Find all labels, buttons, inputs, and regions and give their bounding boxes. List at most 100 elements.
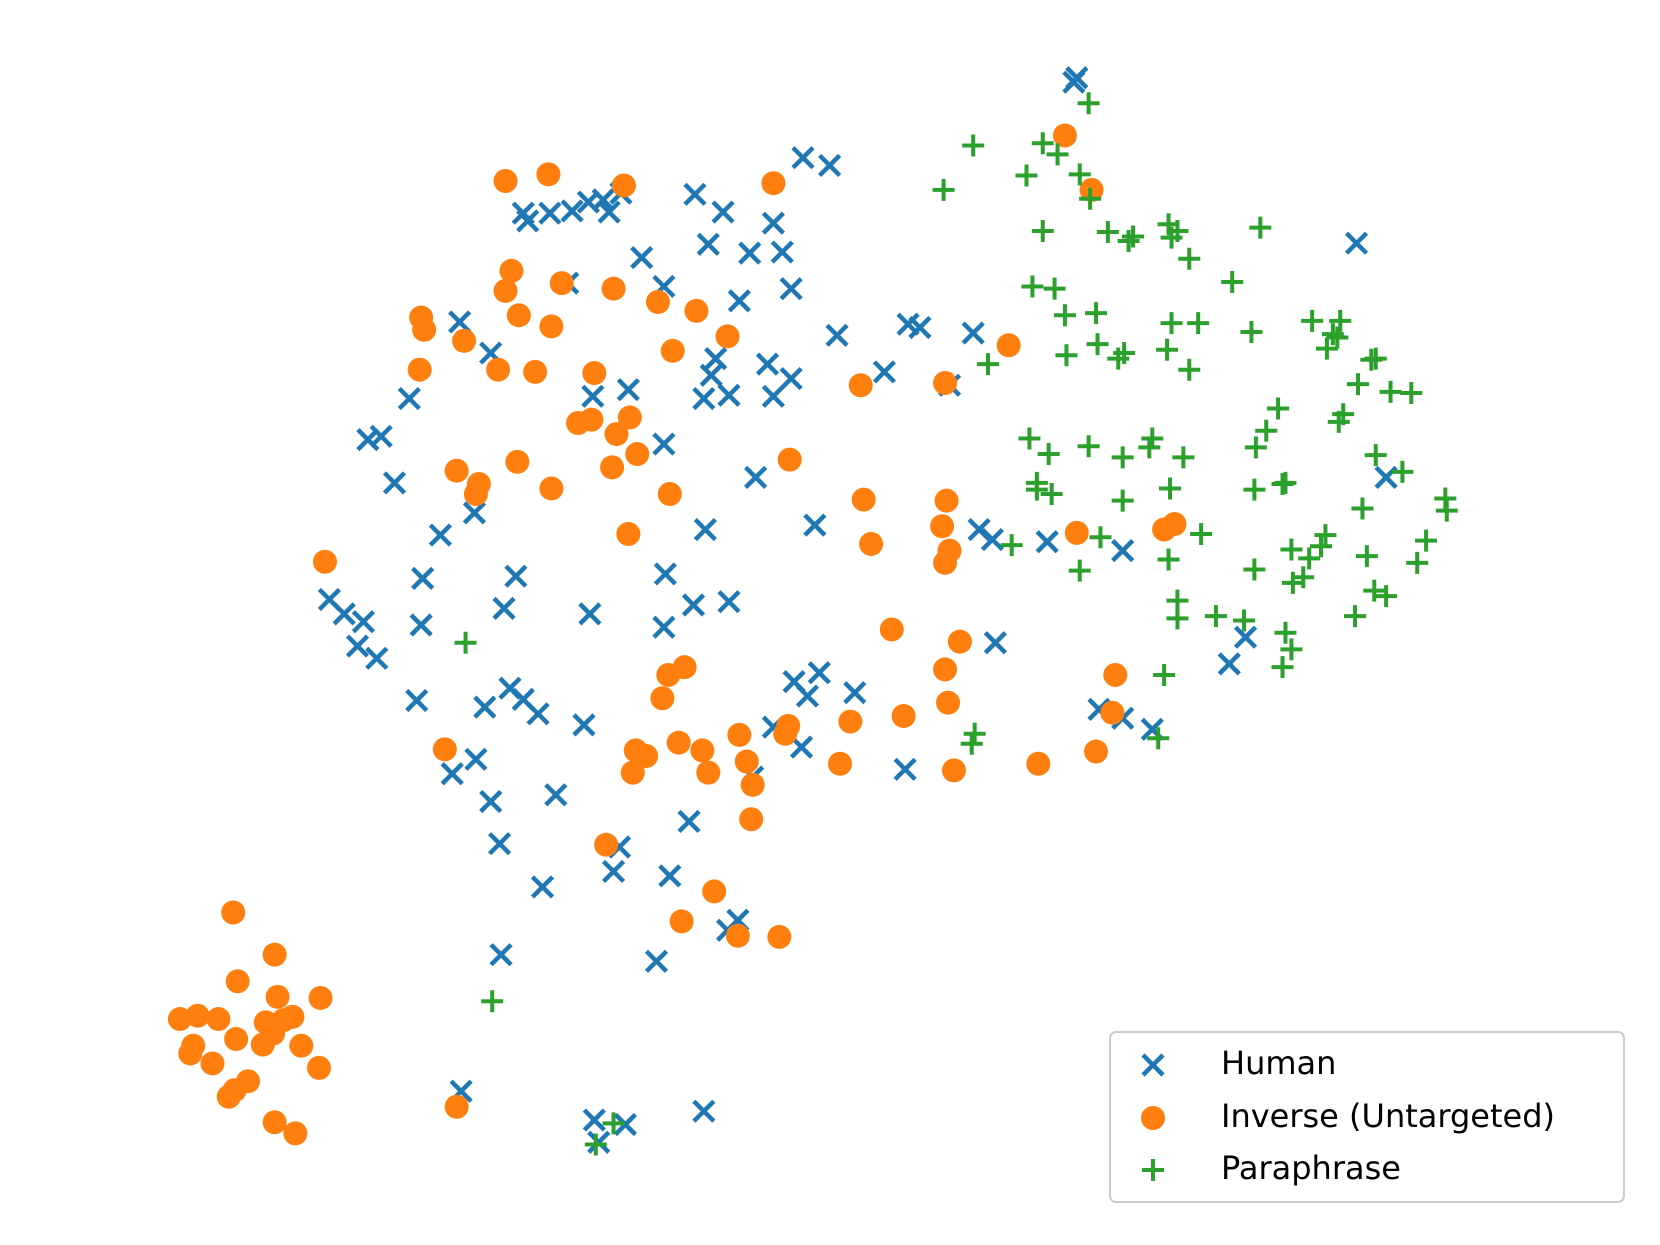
- data-point-paraphrase: [1379, 380, 1402, 403]
- data-point-paraphrase: [1274, 471, 1297, 494]
- data-point-paraphrase: [1240, 320, 1263, 343]
- data-point-inverse-untargeted: [505, 449, 530, 474]
- data-point-inverse-untargeted: [221, 900, 246, 925]
- data-point-inverse-untargeted: [523, 359, 548, 384]
- data-point-human: [681, 593, 706, 617]
- data-point-inverse-untargeted: [773, 721, 798, 746]
- data-point-inverse-untargeted: [666, 730, 691, 755]
- data-point-human: [644, 949, 669, 973]
- data-point-paraphrase: [1053, 304, 1076, 327]
- data-point-inverse-untargeted: [1064, 520, 1089, 545]
- data-point-inverse-untargeted: [444, 1094, 469, 1119]
- data-point-inverse-untargeted: [696, 760, 721, 785]
- data-point-inverse-untargeted: [672, 655, 697, 680]
- data-point-inverse-untargeted: [650, 686, 675, 711]
- data-point-inverse-untargeted: [684, 298, 709, 323]
- data-point-paraphrase: [1351, 497, 1374, 520]
- data-point-paraphrase: [454, 631, 477, 654]
- data-point-inverse-untargeted: [601, 276, 626, 301]
- data-point-inverse-untargeted: [594, 832, 619, 857]
- data-point-human: [597, 200, 621, 224]
- data-point-human: [616, 378, 640, 402]
- data-point-paraphrase: [1156, 338, 1179, 361]
- data-point-human: [807, 661, 831, 685]
- legend-marker-inverse-untargeted-glyph: [1141, 1106, 1165, 1130]
- data-point-human: [530, 875, 555, 899]
- data-point-paraphrase: [1077, 435, 1100, 458]
- legend-label-inverse-untargeted: Inverse (Untargeted): [1221, 1097, 1555, 1135]
- data-point-paraphrase: [1068, 163, 1091, 186]
- data-point-paraphrase: [1243, 558, 1266, 581]
- data-point-paraphrase: [1147, 727, 1170, 750]
- data-point-inverse-untargeted: [891, 704, 916, 729]
- data-point-inverse-untargeted: [933, 371, 958, 396]
- data-point-inverse-untargeted: [506, 303, 531, 328]
- data-point-inverse-untargeted: [690, 738, 715, 763]
- legend-marker-paraphrase-glyph: [1142, 1159, 1164, 1181]
- data-point-human: [791, 146, 815, 170]
- data-point-paraphrase: [1159, 477, 1182, 500]
- data-point-inverse-untargeted: [216, 1084, 241, 1109]
- data-point-paraphrase: [1178, 247, 1201, 270]
- data-point-paraphrase: [1344, 605, 1367, 628]
- data-point-inverse-untargeted: [623, 738, 648, 763]
- data-point-inverse-untargeted: [206, 1007, 231, 1032]
- data-point-paraphrase: [1113, 342, 1136, 365]
- data-point-inverse-untargeted: [452, 328, 477, 353]
- data-point-paraphrase: [1085, 302, 1108, 325]
- data-point-paraphrase: [1292, 566, 1315, 589]
- data-point-paraphrase: [1400, 382, 1423, 405]
- legend-marker-human-glyph: [1141, 1053, 1165, 1077]
- data-point-inverse-untargeted: [493, 169, 518, 193]
- data-point-human: [693, 517, 717, 542]
- data-point-inverse-untargeted: [996, 333, 1021, 358]
- data-point-paraphrase: [1326, 326, 1349, 349]
- data-point-human: [560, 199, 584, 223]
- data-point-inverse-untargeted: [941, 758, 966, 783]
- data-point-human: [488, 832, 512, 856]
- data-point-paraphrase: [1031, 132, 1054, 155]
- data-point-inverse-untargeted: [838, 709, 863, 734]
- data-point-paraphrase: [1141, 427, 1164, 450]
- data-point-inverse-untargeted: [702, 879, 727, 904]
- data-point-inverse-untargeted: [725, 923, 750, 948]
- data-point-human: [717, 383, 741, 407]
- data-point-human: [1111, 539, 1135, 563]
- data-point-human: [744, 465, 768, 489]
- legend-label-paraphrase: Paraphrase: [1221, 1149, 1401, 1187]
- data-point-inverse-untargeted: [616, 521, 641, 546]
- legend-box: [1109, 1031, 1625, 1203]
- data-point-inverse-untargeted: [851, 487, 876, 512]
- data-point-inverse-untargeted: [265, 984, 290, 1009]
- data-point-human: [795, 684, 820, 708]
- data-point-human: [980, 527, 1005, 552]
- data-point-paraphrase: [960, 732, 983, 755]
- data-point-human: [630, 245, 654, 270]
- data-point-human: [727, 289, 751, 313]
- series-inverse-untargeted: [167, 123, 1187, 1146]
- data-point-inverse-untargeted: [657, 482, 682, 507]
- data-point-paraphrase: [1055, 344, 1078, 367]
- data-point-paraphrase: [962, 134, 985, 157]
- data-point-inverse-untargeted: [539, 476, 564, 501]
- data-point-paraphrase: [1314, 524, 1337, 547]
- data-point-human: [332, 602, 356, 626]
- data-point-human: [538, 201, 562, 225]
- data-point-paraphrase: [1244, 436, 1267, 459]
- data-point-paraphrase: [1233, 609, 1256, 632]
- data-point-paraphrase: [1391, 460, 1414, 483]
- data-point-paraphrase: [1178, 358, 1201, 381]
- data-point-paraphrase: [1281, 571, 1304, 594]
- data-point-paraphrase: [1077, 92, 1100, 115]
- data-point-inverse-untargeted: [185, 1003, 210, 1028]
- data-point-human: [658, 864, 682, 888]
- data-point-human: [711, 200, 735, 224]
- data-point-human: [397, 386, 421, 411]
- data-point-paraphrase: [1166, 607, 1189, 630]
- data-point-human: [1062, 70, 1086, 94]
- data-point-inverse-untargeted: [493, 278, 518, 303]
- data-point-inverse-untargeted: [947, 629, 972, 654]
- data-point-paraphrase: [1364, 444, 1387, 467]
- data-point-inverse-untargeted: [739, 807, 764, 832]
- data-point-human: [601, 859, 626, 884]
